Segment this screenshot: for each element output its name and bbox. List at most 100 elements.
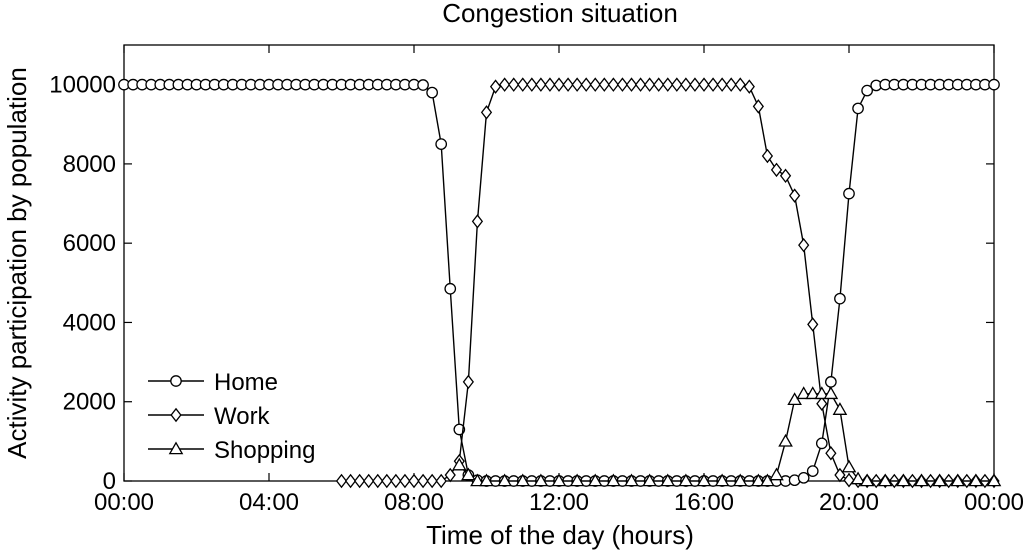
series-shopping-point <box>814 386 830 400</box>
series-work-point <box>789 188 801 203</box>
series-work-point <box>616 77 629 92</box>
series-shopping-point <box>805 386 821 400</box>
series-home-point <box>426 86 438 99</box>
series-shopping-point <box>470 473 485 487</box>
series-work-point <box>843 472 855 488</box>
series-work-point <box>444 467 456 483</box>
series-work-point <box>372 473 384 489</box>
series-shopping-point <box>732 473 748 487</box>
series-home-point <box>806 465 819 477</box>
y-tick-label: 8000 <box>63 151 116 178</box>
series-work-point <box>408 473 420 489</box>
series-shopping-point <box>678 473 694 487</box>
series-shopping-point <box>587 473 603 487</box>
series-shopping-point <box>832 402 848 415</box>
series-work-point <box>743 79 755 94</box>
series-shopping-point <box>515 473 531 487</box>
x-tick-label: 04:00 <box>239 489 299 516</box>
series-home-point <box>861 84 873 97</box>
series-work-point <box>417 473 429 489</box>
y-tick-label: 0 <box>103 468 116 495</box>
series-work-point <box>580 77 592 92</box>
series-work-point <box>489 79 502 94</box>
series-shopping-point <box>660 473 676 487</box>
series-home-point <box>453 423 466 436</box>
series-work-point <box>354 473 366 489</box>
series-work-point <box>344 473 357 489</box>
y-tick-label: 2000 <box>63 389 116 416</box>
series-work-point <box>779 168 792 184</box>
series-work-point <box>399 473 411 489</box>
series-home-point <box>825 376 837 388</box>
series-home-point <box>815 437 828 450</box>
series-work-point <box>662 77 674 92</box>
series-home-point <box>852 102 864 115</box>
series-shopping <box>451 386 1002 487</box>
series-shopping-point <box>451 457 467 471</box>
legend-item-home: Home <box>148 369 278 396</box>
series-shopping-point <box>624 473 639 487</box>
legend-item-work: Work <box>148 403 271 430</box>
series-work-point <box>435 473 447 489</box>
series-work-point <box>517 77 529 92</box>
series-work-point <box>589 77 601 92</box>
x-axis: 00:00 04:00 08:00 12:00 16:00 20:00 00:00 <box>94 45 1024 516</box>
series-work-point <box>571 77 583 92</box>
series-work-point <box>689 77 701 92</box>
series-shopping-point <box>497 473 512 487</box>
series-work-point <box>381 473 393 489</box>
series-home-point <box>988 78 1000 91</box>
series-shopping-point <box>841 459 857 473</box>
series-work-point <box>653 77 665 92</box>
series-work-point <box>553 77 565 92</box>
series-work-point <box>834 467 846 483</box>
series-shopping-point <box>569 473 585 487</box>
series-shopping-point <box>778 433 793 447</box>
x-axis-label: Time of the day (hours) <box>426 520 694 550</box>
legend-label: Shopping <box>214 437 315 464</box>
series-work-point <box>716 77 728 92</box>
series-shopping-point <box>751 473 766 487</box>
legend-marker <box>170 375 182 387</box>
series-shopping-point <box>533 473 549 487</box>
series-work-point <box>363 473 375 489</box>
series-home-point <box>797 471 810 484</box>
y-tick-label: 4000 <box>63 309 116 336</box>
series-work-point <box>426 473 438 489</box>
x-tick-label: 00:00 <box>964 489 1024 516</box>
series-shopping-point <box>859 473 875 487</box>
series-work-point <box>825 445 837 461</box>
series-shopping-point <box>914 473 929 487</box>
series-shopping-point <box>950 473 966 487</box>
series-shopping-point <box>714 473 730 487</box>
legend-label: Work <box>214 403 271 430</box>
series-shopping-point <box>696 473 712 487</box>
y-tick-label: 6000 <box>63 230 116 257</box>
x-tick-label: 16:00 <box>674 489 734 516</box>
series-shopping-line <box>458 393 994 482</box>
series-shopping-point <box>479 473 494 487</box>
x-tick-label: 00:00 <box>94 489 154 516</box>
legend-marker <box>170 407 182 423</box>
series-work-point <box>725 77 737 92</box>
series-work-point <box>462 374 474 390</box>
legend-marker <box>168 441 184 455</box>
series-shopping-point <box>850 471 866 485</box>
series-work-point <box>671 77 683 92</box>
series-work-point <box>508 77 520 92</box>
series-shopping-point <box>823 386 839 400</box>
series-work-point <box>698 77 710 92</box>
series-work-point <box>499 77 511 92</box>
series-work-point <box>526 77 538 92</box>
series-work-point <box>752 99 764 114</box>
series-work-point <box>707 77 719 92</box>
series-work-point <box>680 77 692 92</box>
series-shopping-point <box>551 473 567 487</box>
series-work-point <box>798 237 810 253</box>
legend-item-shopping: Shopping <box>148 437 315 464</box>
series-work-point <box>770 162 783 178</box>
series-work-point <box>816 396 828 411</box>
series-layer <box>118 77 1002 489</box>
series-home-point <box>435 138 448 150</box>
